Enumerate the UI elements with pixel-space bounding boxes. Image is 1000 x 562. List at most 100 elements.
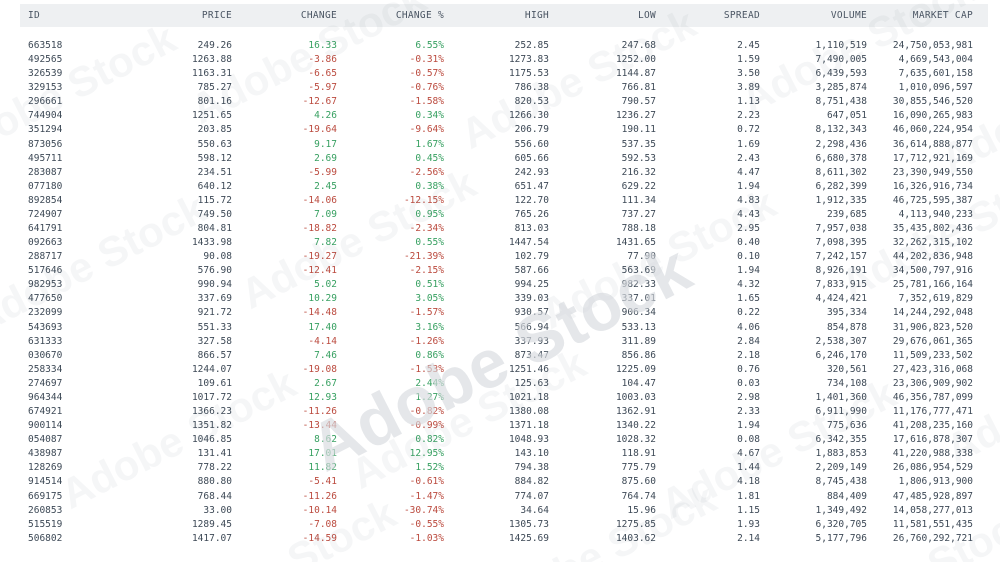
cell-low: 790.57 [621,96,656,108]
cell-market-cap: 24,750,053,981 [892,40,973,51]
cell-low: 875.60 [621,476,656,488]
cell-market-cap: 41,208,235,160 [892,420,973,432]
table-row: 077180 640.12 2.45 0.38% 651.47 629.22 1.94 6,2… [28,180,973,194]
cell-change: 0.55% [415,237,444,249]
cell-spread: 1.44 [737,462,760,474]
cell-spread: 1.65 [737,293,760,305]
cell-price: 234.51 [197,166,232,178]
table-row: 515519 1289.45 -7.08 -0.55% 1305.73 1275.85 1.… [28,518,973,532]
cell-id: 092663 [28,237,63,249]
cell-change: -9.64% [409,124,444,136]
cell-change: 7.09 [314,208,337,220]
cell-market-cap: 14,244,292,048 [892,307,973,319]
cell-low: 111.34 [621,194,656,206]
cell-spread: 0.40 [737,237,760,249]
cell-change: 3.16% [415,321,444,333]
table-row: 873056 550.63 9.17 1.67% 556.60 537.35 1.69 2,2… [28,138,973,152]
cell-high: 143.10 [514,448,549,460]
cell-low: 118.91 [621,448,656,460]
cell-volume: 1,110,519 [815,40,867,51]
cell-spread: 2.45 [737,40,760,51]
cell-market-cap: 36,614,888,877 [892,138,973,150]
cell-market-cap: 41,220,988,338 [892,448,973,460]
cell-id: 506802 [28,532,63,544]
cell-low: 1275.85 [615,518,656,530]
cell-change: 3.05% [415,293,444,305]
cell-change: -12.15% [403,194,444,206]
cell-id: 744904 [28,110,63,122]
cell-id: 964344 [28,391,63,403]
table-row: 641791 804.81 -18.82 -2.34% 813.03 788.18 2.95… [28,222,973,236]
column-header-volume: VOLUME [830,10,867,21]
column-header-market-cap: MARKET CAP [912,10,973,21]
cell-spread: 3.89 [737,82,760,94]
cell-high: 1048.93 [508,434,549,446]
table-header-band [20,4,988,27]
cell-id: 232099 [28,307,63,319]
table-row: 296661 801.16 -12.67 -1.58% 820.53 790.57 1.13… [28,95,973,109]
cell-high: 1305.73 [508,518,549,530]
column-header-change: CHANGE % [395,10,444,21]
cell-market-cap: 7,352,619,829 [898,293,973,305]
cell-price: 1263.88 [191,54,232,66]
cell-volume: 2,209,149 [815,462,867,474]
cell-change: -0.31% [409,54,444,66]
cell-price: 90.08 [203,251,232,263]
cell-volume: 775,636 [826,420,867,432]
cell-high: 337.93 [514,335,549,347]
cell-change: -2.34% [409,223,444,235]
cell-spread: 1.59 [737,54,760,66]
cell-spread: 1.13 [737,96,760,108]
cell-change: -13.44 [302,420,337,432]
cell-volume: 8,132,343 [815,124,867,136]
cell-change: -0.57% [409,68,444,80]
cell-id: 477650 [28,293,63,305]
cell-price: 990.94 [197,279,232,291]
cell-id: 283087 [28,166,63,178]
cell-spread: 1.93 [737,518,760,530]
column-header-low: LOW [637,10,656,21]
cell-market-cap: 25,781,166,164 [892,279,973,291]
cell-change: 10.29 [308,293,337,305]
table-row: 506802 1417.07 -14.59 -1.03% 1425.69 1403.62 2… [28,532,973,546]
cell-high: 1371.18 [508,420,549,432]
cell-change: -12.67 [302,96,337,108]
cell-low: 190.11 [621,124,656,136]
cell-spread: 0.22 [737,307,760,319]
cell-low: 15.96 [627,504,656,516]
cell-change: 12.93 [308,391,337,403]
cell-price: 1251.65 [191,110,232,122]
cell-change: -4.14 [308,335,337,347]
cell-market-cap: 34,500,797,916 [892,265,973,277]
cell-change: -14.48 [302,307,337,319]
cell-low: 766.81 [621,82,656,94]
cell-volume: 6,246,170 [815,349,867,361]
cell-volume: 8,751,438 [815,96,867,108]
cell-volume: 6,911,990 [815,406,867,418]
cell-low: 906.34 [621,307,656,319]
cell-id: 351294 [28,124,63,136]
cell-volume: 3,285,874 [815,82,867,94]
cell-high: 122.70 [514,194,549,206]
cell-change: -1.53% [409,363,444,375]
table-row: 329153 785.27 -5.97 -0.76% 786.38 766.81 3.89 3… [28,81,973,95]
cell-id: 724907 [28,208,63,220]
cell-high: 34.64 [520,504,549,516]
cell-market-cap: 47,485,928,897 [892,490,973,502]
cell-low: 856.86 [621,349,656,361]
cell-high: 242.93 [514,166,549,178]
cell-high: 206.79 [514,124,549,136]
cell-high: 1021.18 [508,391,549,403]
cell-id: 517646 [28,265,63,277]
cell-high: 1447.54 [508,237,549,249]
cell-change: 1.52% [415,462,444,474]
cell-price: 598.12 [197,152,232,164]
cell-spread: 2.23 [737,110,760,122]
cell-price: 550.63 [197,138,232,150]
cell-low: 77.90 [627,251,656,263]
cell-low: 775.79 [621,462,656,474]
cell-change: 0.95% [415,208,444,220]
cell-spread: 1.94 [737,420,760,432]
cell-high: 651.47 [514,180,549,192]
cell-id: 674921 [28,406,63,418]
